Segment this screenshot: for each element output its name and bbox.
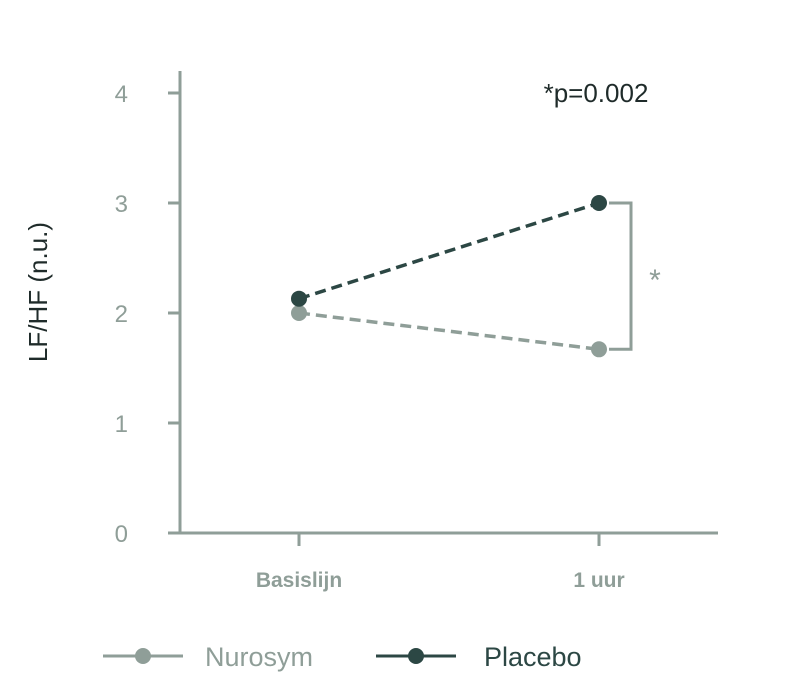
legend-item-placebo: Placebo (376, 642, 582, 672)
p-value-annotation: *p=0.002 (544, 78, 649, 108)
legend: Nurosym Placebo (103, 642, 582, 672)
y-tick-label: 3 (115, 191, 128, 218)
legend-item-nurosym: Nurosym (103, 642, 313, 672)
legend-label-nurosym: Nurosym (205, 642, 313, 672)
legend-marker-nurosym (135, 648, 151, 664)
y-axis-label: LF/HF (n.u.) (23, 222, 53, 362)
y-tick-label: 4 (115, 81, 128, 108)
y-tick-label: 1 (115, 411, 128, 438)
data-point-placebo (591, 195, 607, 211)
x-tick-label: 1 uur (573, 569, 624, 592)
y-tick-label: 0 (115, 521, 128, 548)
significance-marker: * (649, 264, 661, 297)
series-line-nurosym (298, 311, 600, 352)
legend-marker-placebo (408, 648, 424, 664)
series-line-placebo (298, 201, 600, 301)
x-tick-label: Basislijn (256, 569, 342, 592)
y-tick-label: 2 (115, 301, 128, 328)
significance-bracket (609, 201, 633, 351)
data-point-nurosym (291, 305, 307, 321)
data-point-nurosym (591, 341, 607, 358)
data-point-placebo (291, 290, 307, 307)
legend-label-placebo: Placebo (484, 642, 582, 672)
